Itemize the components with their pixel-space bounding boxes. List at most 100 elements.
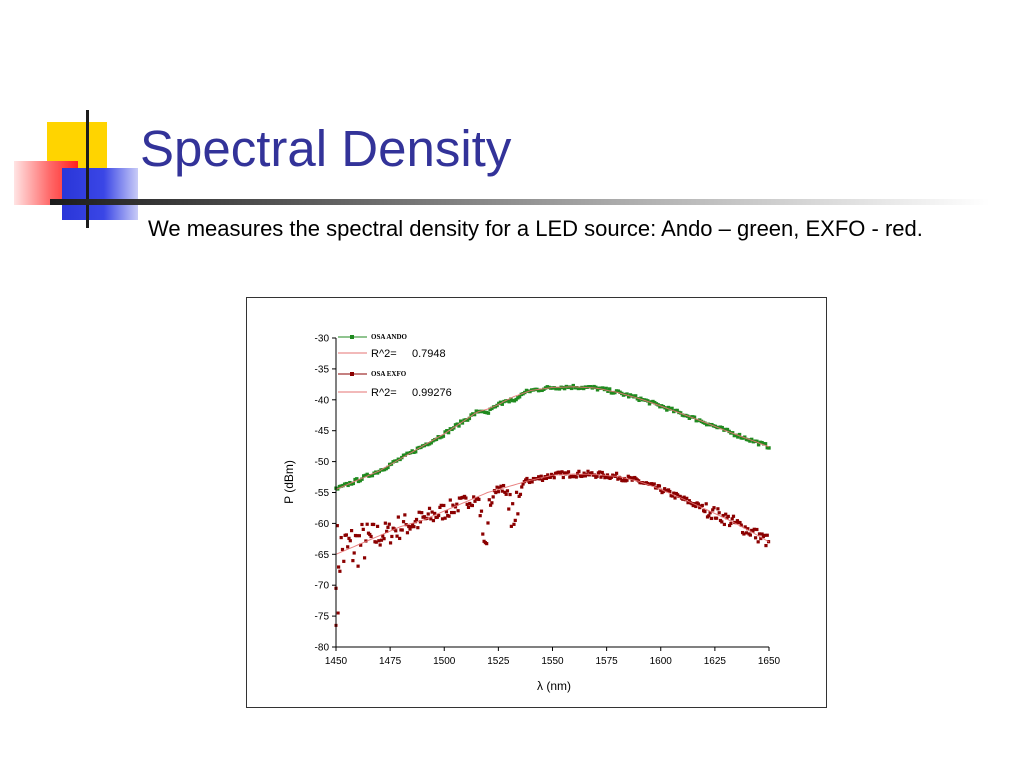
- ando-point: [469, 413, 473, 417]
- exfo-point: [691, 503, 695, 508]
- exfo-point: [661, 489, 665, 494]
- ando-point: [360, 477, 364, 481]
- ando-point: [749, 437, 754, 442]
- exfo-point: [621, 479, 625, 483]
- ando-point: [613, 390, 617, 395]
- ando-point: [595, 388, 600, 392]
- ando-point: [682, 413, 686, 418]
- exfo-point: [717, 511, 721, 515]
- exfo-point: [703, 509, 707, 514]
- exfo-point: [514, 490, 519, 494]
- ando-point: [606, 389, 610, 393]
- exfo-point: [456, 509, 460, 513]
- ando-point: [545, 385, 550, 389]
- exfo-point: [742, 532, 746, 536]
- exfo-point: [401, 520, 406, 524]
- exfo-point: [407, 524, 411, 529]
- ando-point: [460, 421, 465, 425]
- y-tick-label: -55: [315, 488, 330, 499]
- ando-point: [344, 481, 349, 486]
- ando-point: [718, 425, 723, 429]
- exfo-point: [388, 541, 393, 545]
- exfo-point: [715, 516, 719, 520]
- ando-point: [365, 472, 369, 477]
- y-tick-label: -65: [315, 550, 330, 561]
- exfo-point: [485, 542, 489, 546]
- exfo-point: [538, 477, 542, 481]
- exfo-point: [336, 611, 340, 615]
- ando-point: [751, 439, 756, 444]
- exfo-point: [426, 512, 430, 516]
- ando-point: [732, 433, 737, 438]
- ando-point: [644, 398, 648, 402]
- exfo-point: [433, 511, 437, 516]
- ando-point: [607, 387, 612, 391]
- exfo-point: [696, 502, 701, 506]
- ando-point: [370, 473, 375, 478]
- exfo-point: [559, 472, 563, 476]
- ando-point: [601, 386, 605, 390]
- ando-point: [445, 429, 449, 433]
- ando-point: [666, 405, 671, 410]
- ando-point: [691, 415, 695, 419]
- exfo-point: [552, 476, 556, 480]
- ando-point: [405, 451, 409, 456]
- exfo-point: [690, 502, 694, 506]
- ando-point: [363, 473, 368, 478]
- ando-point: [536, 388, 541, 393]
- exfo-point: [422, 515, 426, 519]
- ando-point: [401, 453, 406, 458]
- exfo-point: [743, 525, 747, 529]
- x-tick-label: 1600: [650, 656, 673, 667]
- x-tick-label: 1525: [487, 656, 510, 667]
- exfo-point: [468, 501, 472, 506]
- exfo-point: [622, 476, 626, 481]
- x-tick-label: 1625: [704, 656, 727, 667]
- ando-point: [720, 425, 724, 430]
- exfo-point: [396, 515, 400, 519]
- exfo-point: [539, 474, 543, 478]
- exfo-point: [598, 470, 602, 474]
- x-tick-label: 1650: [758, 656, 781, 667]
- exfo-point: [479, 509, 484, 513]
- exfo-point: [453, 505, 458, 509]
- ando-point: [348, 480, 352, 485]
- exfo-point: [478, 514, 482, 518]
- exfo-point: [357, 534, 361, 538]
- exfo-point: [372, 522, 376, 527]
- exfo-point: [652, 482, 656, 486]
- ando-point: [538, 388, 543, 392]
- ando-point: [654, 402, 659, 406]
- exfo-point: [409, 525, 413, 529]
- ando-point: [393, 459, 397, 463]
- exfo-point: [730, 517, 734, 521]
- exfo-point: [466, 505, 471, 509]
- ando-point: [575, 385, 579, 390]
- exfo-point: [452, 510, 456, 515]
- ando-point: [618, 390, 622, 394]
- exfo-point: [501, 483, 506, 488]
- y-tick-label: -30: [315, 334, 330, 345]
- chart-figure: -30 -35 -40 -45 -50 -55 -60 -65 -70 -75 -80 1450 147…: [246, 297, 827, 708]
- ando-point: [341, 483, 345, 488]
- exfo-point: [595, 474, 599, 478]
- exfo-point: [512, 522, 516, 526]
- ando-point: [701, 420, 705, 425]
- exfo-point: [525, 476, 529, 481]
- exfo-point: [670, 494, 675, 498]
- exfo-point: [744, 531, 749, 535]
- ando-point: [594, 385, 598, 390]
- exfo-point: [395, 534, 399, 538]
- decor-blue-square: [62, 168, 138, 220]
- ando-point: [457, 424, 461, 428]
- ando-point: [349, 482, 354, 486]
- ando-point: [725, 427, 730, 432]
- exfo-point: [473, 499, 477, 503]
- exfo-point: [336, 565, 341, 569]
- ando-point: [672, 409, 676, 414]
- ando-point: [756, 443, 761, 447]
- exfo-point: [755, 527, 759, 532]
- exfo-point: [724, 512, 728, 516]
- slide-title: Spectral Density: [140, 120, 512, 177]
- exfo-point: [590, 471, 594, 475]
